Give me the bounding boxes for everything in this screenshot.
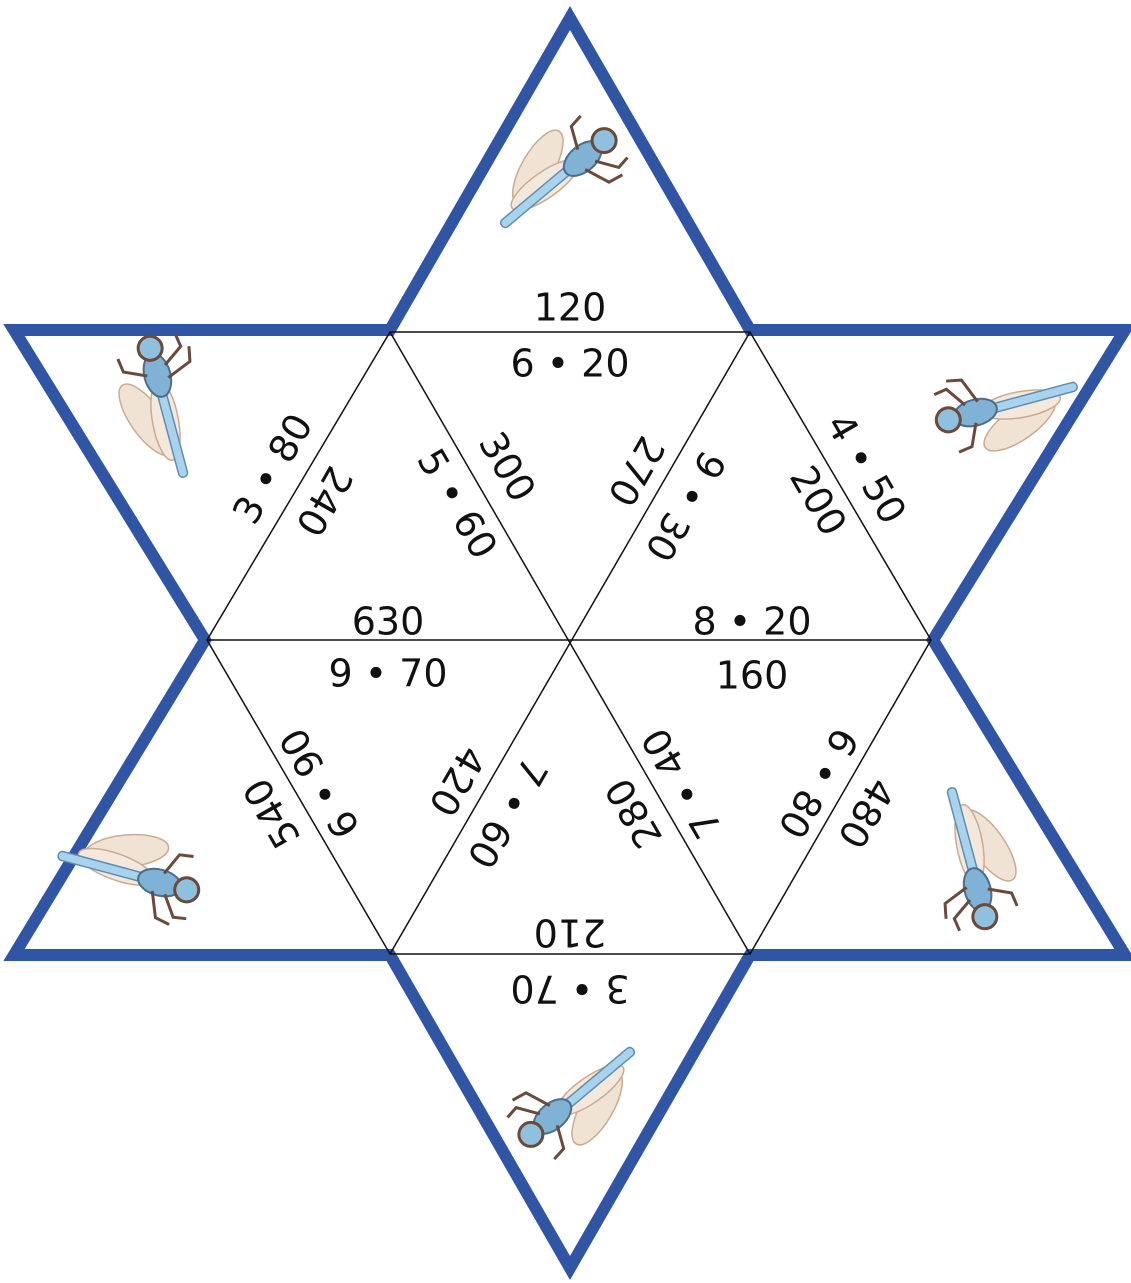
edge-label: 6 • 20 — [510, 342, 629, 386]
edge-label: 8 • 20 — [692, 600, 811, 644]
edge-label: 160 — [716, 654, 789, 698]
edge-label: 9 • 70 — [328, 652, 447, 696]
edge-label: 210 — [534, 911, 607, 955]
inner-lines — [206, 331, 932, 955]
edge-label: 120 — [534, 286, 607, 330]
edge-label: 3 • 70 — [510, 967, 629, 1011]
edge-label: 630 — [352, 600, 425, 644]
